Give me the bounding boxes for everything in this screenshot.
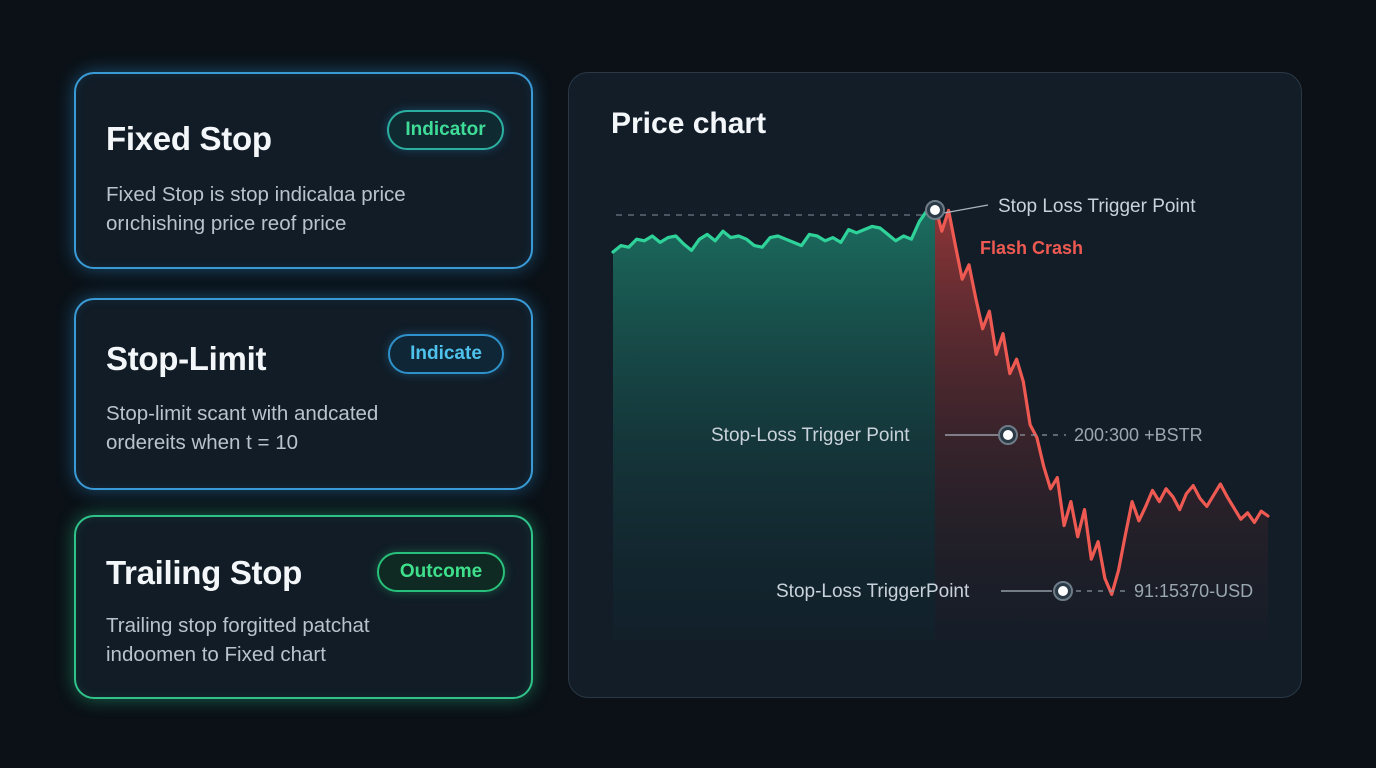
card-description-line: ordereits when t = 10 — [106, 431, 299, 454]
crash-line — [933, 204, 1270, 596]
card-description-line: orıchishing price reof price — [106, 212, 347, 235]
mid-trigger-point-core — [1003, 430, 1013, 440]
low-trigger-value: 91:15370-USD — [1134, 581, 1253, 601]
low-trigger-point-core — [1058, 586, 1068, 596]
outcome-badge: Outcome — [377, 552, 505, 592]
trailing-stop-card[interactable]: Trailing Stop Outcome Trailing stop forg… — [74, 515, 533, 699]
pre-crash-line — [611, 204, 937, 254]
card-description-line: Fixed Stop is stop indicalɑa price — [106, 183, 406, 206]
chart-title: Price chart — [611, 107, 767, 140]
indicate-badge: Indicate — [388, 334, 504, 374]
card-description-line: Stop-limit scant with andcated — [106, 402, 379, 425]
card-description: Trailing stop forgitted patchat indoomen… — [106, 611, 486, 669]
pre-crash-area — [613, 205, 935, 640]
card-description: Stop-limit scant with andcated ordereits… — [106, 399, 486, 457]
card-description: Fixed Stop is stop indicalɑa price orıch… — [106, 180, 486, 238]
top-trigger-label: Stop Loss Trigger Point — [998, 196, 1196, 217]
low-trigger-label: Stop-Loss TriggerPoint — [776, 581, 970, 602]
top-trigger-leader — [943, 204, 989, 214]
indicator-badge: Indicator — [387, 110, 504, 150]
crash-area — [935, 205, 1268, 640]
flash-crash-label: Flash Crash — [980, 238, 1083, 258]
fixed-stop-card[interactable]: Fixed Stop Indicator Fixed Stop is stop … — [74, 72, 533, 269]
card-title: Fixed Stop — [106, 120, 272, 157]
top-trigger-point-core — [930, 205, 940, 215]
card-title: Trailing Stop — [106, 554, 302, 591]
card-description-line: indoomen to Fixed chart — [106, 643, 326, 666]
mid-trigger-value: 200:300 +BSTR — [1074, 425, 1203, 445]
card-title: Stop-Limit — [106, 340, 267, 377]
mid-trigger-label: Stop-Loss Trigger Point — [711, 425, 910, 446]
card-description-line: Trailing stop forgitted patchat — [106, 614, 370, 637]
stop-limit-card[interactable]: Stop-Limit Indicate Stop-limit scant wit… — [74, 298, 533, 490]
